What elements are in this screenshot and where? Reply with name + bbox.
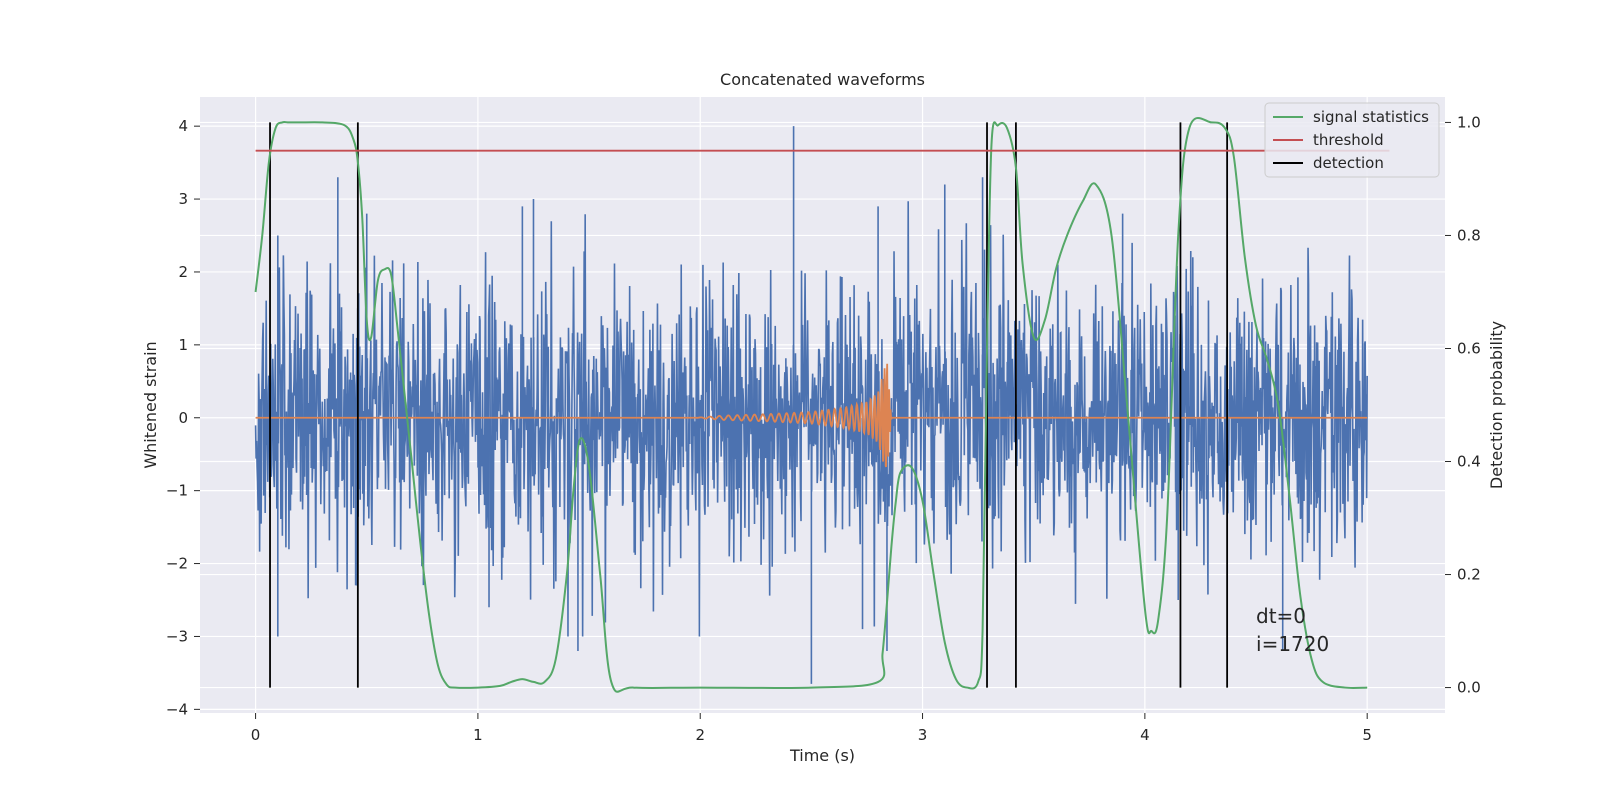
ticks: 0 1 2 3 4 5 −4 −3 −2 −1 0 1 2 3 4 0.0 0.2 0.4 0.6 0.8 1.0 <box>166 113 1481 744</box>
x-tick-label-3: 3 <box>918 726 928 744</box>
detection-lines <box>269 122 1229 688</box>
legend-label-detection: detection <box>1313 154 1384 172</box>
y-left-tick-label-3: −1 <box>166 482 188 500</box>
annotation-index: i=1720 <box>1256 632 1329 656</box>
y-left-tick-label-2: −2 <box>166 555 188 573</box>
y-right-tick-label-0: 0.0 <box>1457 679 1481 697</box>
y-right-tick-label-2: 0.4 <box>1457 453 1481 471</box>
y-left-tick-label-8: 4 <box>178 117 188 135</box>
y-left-tick-label-4: 0 <box>178 409 188 427</box>
x-tick-label-0: 0 <box>251 726 261 744</box>
y-left-tick-label-7: 3 <box>178 190 188 208</box>
chirp-line <box>255 363 1368 468</box>
x-tick-label-1: 1 <box>473 726 483 744</box>
y-axis-right-label: Detection probability <box>1487 321 1506 489</box>
y-right-tick-label-1: 0.2 <box>1457 566 1481 584</box>
signal-statistics-line <box>254 117 1368 693</box>
x-tick-label-2: 2 <box>695 726 705 744</box>
chirp-series <box>255 363 1368 468</box>
annotation-dt: dt=0 <box>1256 604 1306 628</box>
legend-box <box>1264 102 1440 178</box>
y-axis-left-label: Whitened strain <box>141 341 160 468</box>
x-tick-label-5: 5 <box>1362 726 1372 744</box>
signal-statistics-series <box>254 117 1368 693</box>
y-right-tick-label-5: 1.0 <box>1457 113 1481 131</box>
y-right-tick-label-4: 0.8 <box>1457 226 1481 244</box>
y-left-tick-label-1: −3 <box>166 627 188 645</box>
x-axis-label: Time (s) <box>789 746 855 765</box>
y-left-tick-label-0: −4 <box>166 700 188 718</box>
y-right-tick-label-3: 0.6 <box>1457 339 1481 357</box>
y-left-tick-label-5: 1 <box>178 336 188 354</box>
y-left-tick-label-6: 2 <box>178 263 188 281</box>
chart-title: Concatenated waveforms <box>720 70 925 89</box>
legend: signal statistics threshold detection <box>1264 102 1440 178</box>
legend-label-signal-statistics: signal statistics <box>1313 108 1429 126</box>
legend-label-threshold: threshold <box>1313 131 1384 149</box>
strain-series <box>254 126 1368 684</box>
x-tick-label-4: 4 <box>1140 726 1150 744</box>
